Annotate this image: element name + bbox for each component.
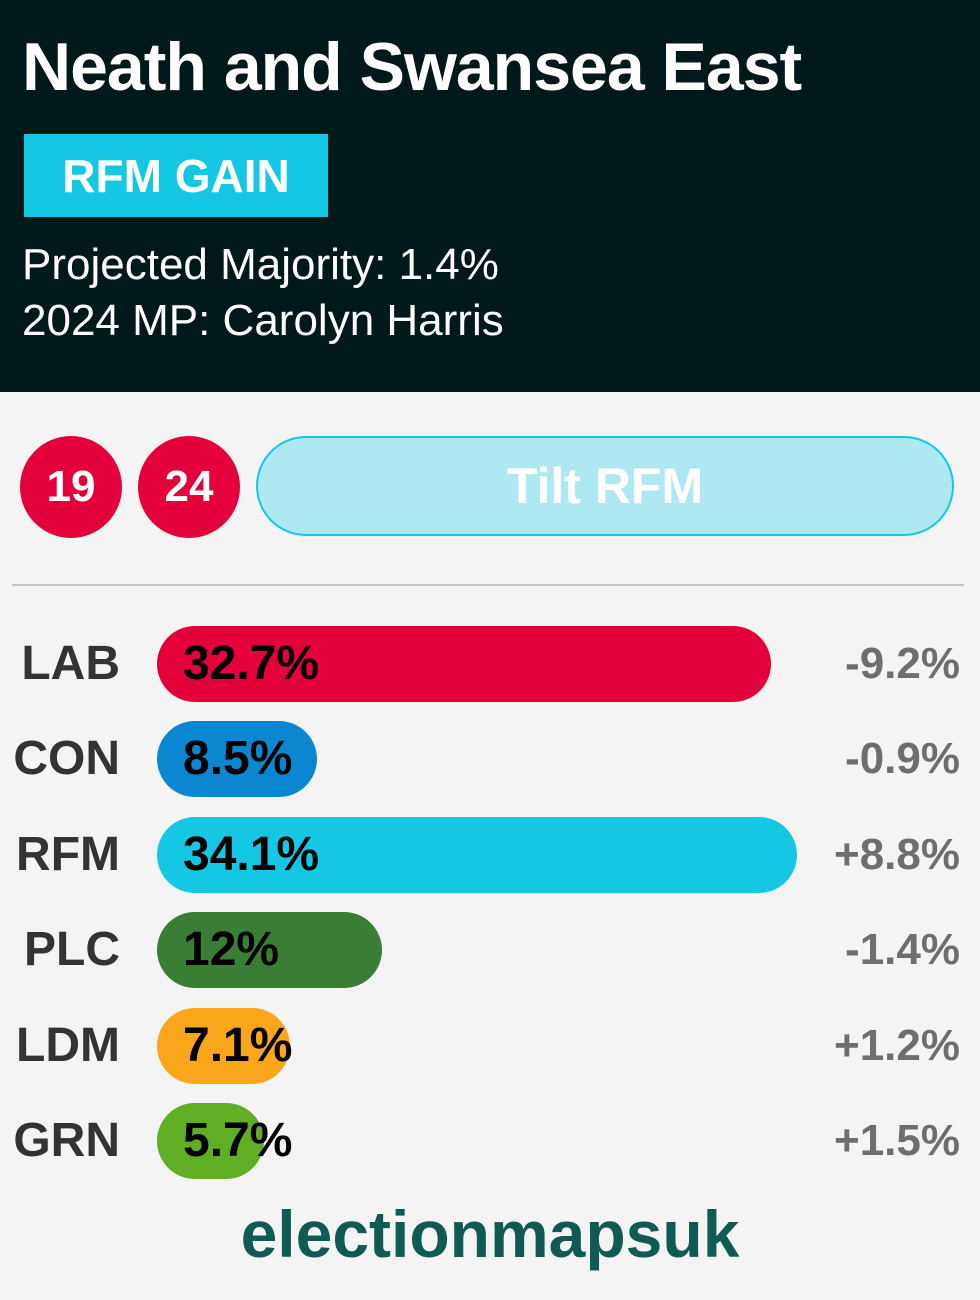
vote-share-bar xyxy=(157,1103,264,1179)
divider xyxy=(12,584,964,586)
vote-share-bar xyxy=(157,912,383,989)
constituency-title: Neath and Swansea East xyxy=(22,29,802,105)
vote-share-label: 32.7% xyxy=(183,637,320,690)
party-row-rfm: RFM 34.1% +8.8% xyxy=(0,816,980,893)
party-label: PLC xyxy=(24,923,120,977)
vote-change-label: +1.2% xyxy=(834,1020,960,1070)
header-panel: Neath and Swansea East RFM GAIN Projecte… xyxy=(0,0,980,392)
gain-badge: RFM GAIN xyxy=(24,134,328,217)
vote-share-label: 7.1% xyxy=(183,1018,293,1072)
rating-pill: Tilt RFM xyxy=(256,436,954,536)
vote-share-bar xyxy=(157,1007,291,1084)
brand-wordmark: electionmapsuk xyxy=(240,1197,740,1271)
vote-change-label: -0.9% xyxy=(845,734,960,784)
party-row-plc: PLC 12% -1.4% xyxy=(0,912,980,989)
vote-share-label: 12% xyxy=(183,923,280,977)
vote-change-label: +8.8% xyxy=(834,829,960,879)
party-row-ldm: LDM 7.1% +1.2% xyxy=(0,1007,980,1084)
vote-share-label: 34.1% xyxy=(183,827,320,881)
history-circle-2024: 24 xyxy=(138,436,240,538)
vote-share-bar xyxy=(157,721,317,798)
sitting-mp: 2024 MP: Carolyn Harris xyxy=(22,296,504,345)
party-row-lab: LAB 32.7% -9.2% xyxy=(0,626,980,702)
history-circle-2019: 19 xyxy=(20,436,122,538)
party-row-con: CON 8.5% -0.9% xyxy=(0,721,980,798)
party-label: CON xyxy=(13,732,120,786)
vote-share-bar xyxy=(157,626,771,702)
party-label: LAB xyxy=(21,637,120,690)
party-label: RFM xyxy=(16,827,120,881)
vote-share-label: 5.7% xyxy=(183,1114,293,1167)
vote-change-label: -9.2% xyxy=(845,639,960,688)
vote-share-bar xyxy=(157,816,797,893)
vote-change-label: -1.4% xyxy=(845,925,960,975)
party-label: LDM xyxy=(16,1018,120,1072)
party-label: GRN xyxy=(13,1114,120,1167)
party-row-grn: GRN 5.7% +1.5% xyxy=(0,1103,980,1179)
vote-change-label: +1.5% xyxy=(834,1116,960,1165)
vote-share-label: 8.5% xyxy=(183,732,293,786)
projected-majority: Projected Majority: 1.4% xyxy=(22,240,499,289)
